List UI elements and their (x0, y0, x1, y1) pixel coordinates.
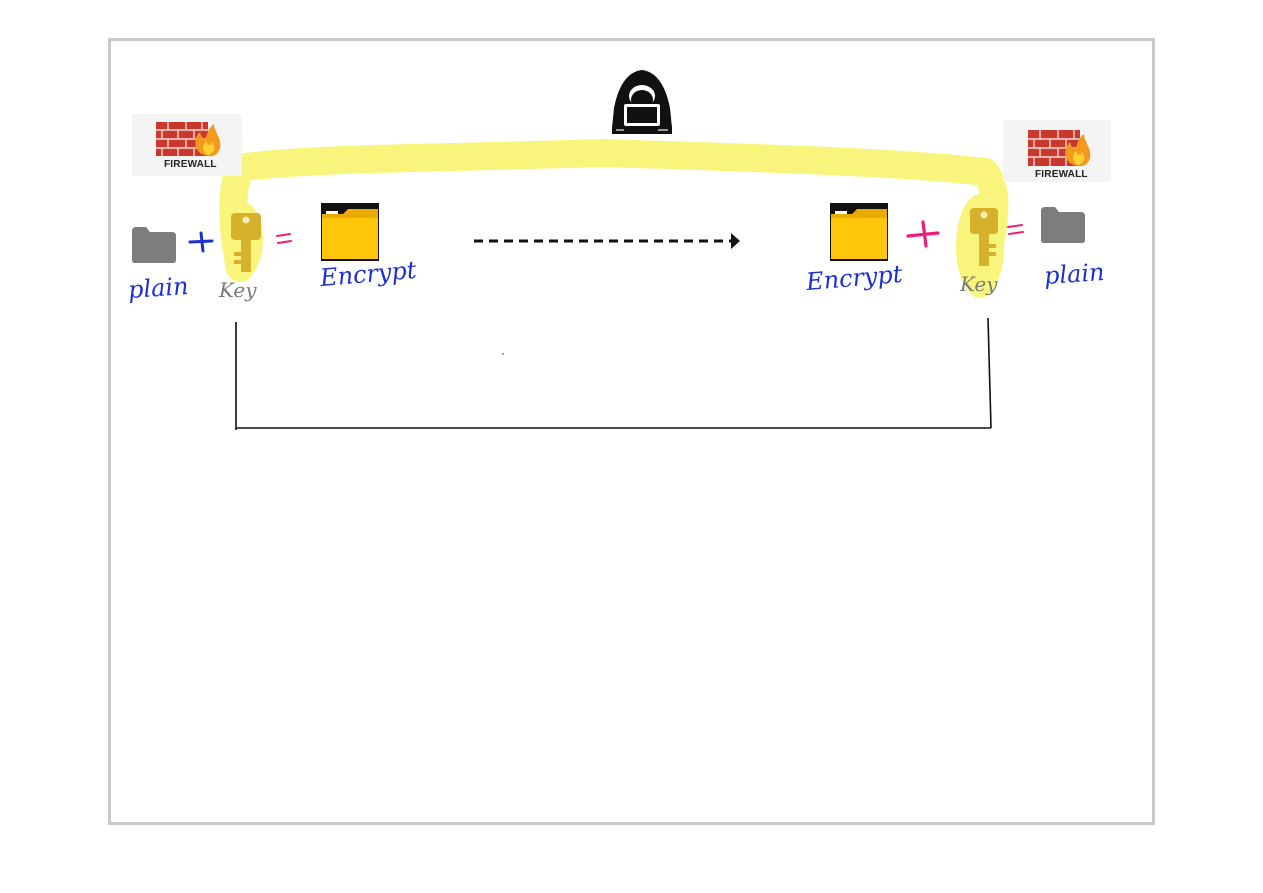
key-icon (970, 208, 998, 266)
folder-icon (132, 227, 176, 263)
receiver-plain-label: plain (1043, 257, 1106, 291)
firewall-right-label: FIREWALL (1035, 169, 1088, 180)
sender-plain-label: plain (127, 271, 190, 305)
firewall-icon (132, 114, 242, 176)
firewall-left-label: FIREWALL (164, 159, 217, 170)
key-icon (231, 213, 261, 272)
receiver-key-label: Key (960, 272, 998, 296)
hacker-icon (612, 70, 672, 134)
folder-icon (321, 203, 379, 261)
receiver-plus-sign (906, 220, 940, 248)
folder-icon (830, 203, 888, 261)
key-exchange-bracket (235, 317, 992, 430)
firewall-icon (1003, 120, 1111, 182)
stray-dot (502, 353, 504, 355)
folder-icon (1041, 207, 1085, 243)
receiver-equals-sign (1007, 224, 1024, 235)
sender-equals-sign (276, 233, 292, 244)
arrow-right-icon (474, 233, 740, 249)
sender-key-label: Key (219, 278, 257, 302)
sender-plus-sign (188, 231, 214, 253)
